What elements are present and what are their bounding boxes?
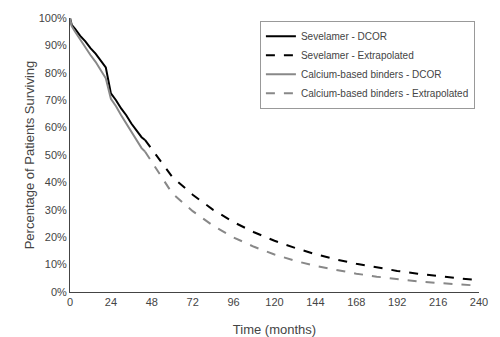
svg-text:168: 168	[347, 296, 365, 308]
svg-text:40%: 40%	[45, 176, 67, 188]
svg-text:192: 192	[388, 296, 406, 308]
svg-text:50%: 50%	[45, 149, 67, 161]
svg-text:72: 72	[187, 296, 199, 308]
svg-text:Sevelamer - DCOR: Sevelamer - DCOR	[301, 31, 387, 42]
svg-text:96: 96	[227, 296, 239, 308]
svg-text:90%: 90%	[45, 39, 67, 51]
svg-text:240: 240	[470, 296, 488, 308]
svg-text:Calcium-based binders - Extrap: Calcium-based binders - Extrapolated	[301, 88, 468, 99]
svg-text:48: 48	[146, 296, 158, 308]
svg-text:80%: 80%	[45, 67, 67, 79]
svg-text:Sevelamer - Extrapolated: Sevelamer - Extrapolated	[301, 50, 414, 61]
svg-text:100%: 100%	[39, 12, 67, 24]
svg-text:30%: 30%	[45, 204, 67, 216]
svg-text:Time (months): Time (months)	[233, 322, 316, 337]
svg-text:24: 24	[105, 296, 117, 308]
svg-text:10%: 10%	[45, 258, 67, 270]
svg-text:0: 0	[67, 296, 73, 308]
svg-text:Percentage of Patients Survivi: Percentage of Patients Surviving	[22, 61, 37, 250]
svg-text:20%: 20%	[45, 231, 67, 243]
svg-text:60%: 60%	[45, 121, 67, 133]
svg-text:70%: 70%	[45, 94, 67, 106]
svg-text:216: 216	[429, 296, 447, 308]
svg-text:144: 144	[306, 296, 324, 308]
svg-text:0%: 0%	[51, 286, 67, 298]
svg-text:120: 120	[265, 296, 283, 308]
svg-text:Calcium-based binders - DCOR: Calcium-based binders - DCOR	[301, 69, 442, 80]
